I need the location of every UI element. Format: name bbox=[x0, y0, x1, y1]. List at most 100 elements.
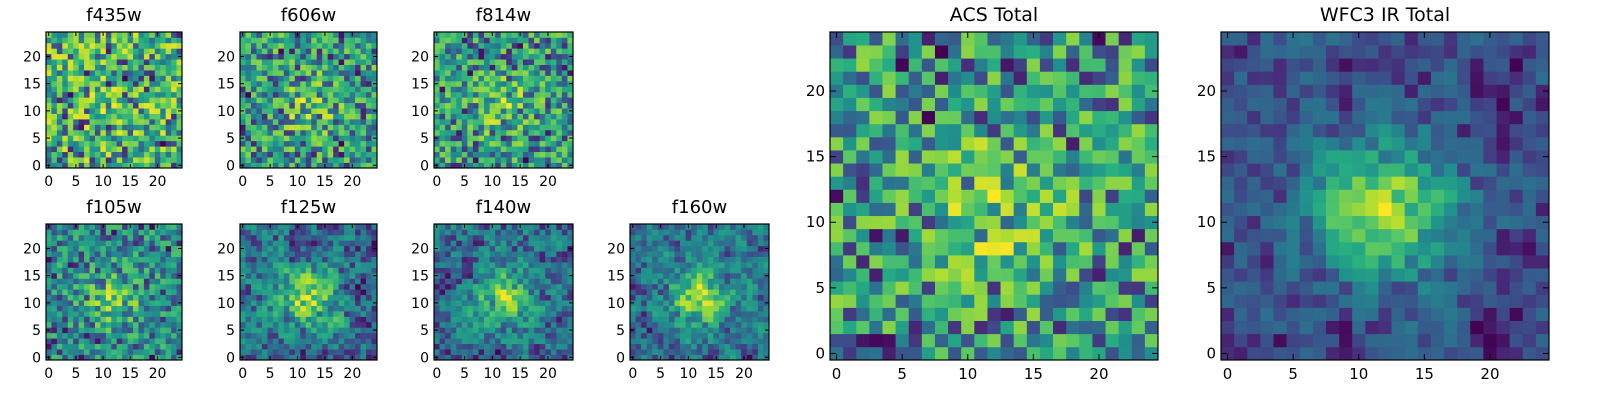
heatmap-cell bbox=[138, 129, 145, 136]
heatmap-cell bbox=[550, 262, 557, 268]
heatmap-cell bbox=[528, 157, 535, 163]
heatmap-cell bbox=[974, 176, 988, 190]
heatmap-cell bbox=[550, 129, 557, 136]
heatmap-cell bbox=[111, 108, 118, 114]
heatmap-cell bbox=[176, 102, 183, 109]
heatmap-cell bbox=[495, 321, 502, 328]
heatmap-cell bbox=[165, 80, 172, 87]
heatmap-cell bbox=[1066, 294, 1080, 308]
heatmap-cell bbox=[517, 157, 524, 163]
heatmap-cell bbox=[974, 255, 988, 269]
heatmap-cell bbox=[78, 80, 85, 87]
heatmap-cell bbox=[165, 97, 172, 104]
heatmap-cell bbox=[478, 224, 485, 230]
heatmap-cell bbox=[680, 354, 686, 361]
heatmap-cell bbox=[294, 70, 301, 76]
heatmap-cell bbox=[561, 256, 568, 263]
heatmap-cell bbox=[267, 48, 274, 55]
heatmap-cell bbox=[256, 343, 263, 350]
heatmap-cell bbox=[556, 162, 563, 169]
heatmap-cell bbox=[278, 64, 285, 71]
heatmap-cell bbox=[539, 283, 546, 290]
heatmap-cell bbox=[51, 267, 58, 274]
heatmap-cell bbox=[171, 162, 177, 169]
heatmap-cell bbox=[316, 157, 323, 163]
heatmap-cell bbox=[763, 294, 770, 301]
heatmap-cell bbox=[696, 262, 703, 268]
heatmap-cell bbox=[250, 311, 257, 317]
heatmap-cell bbox=[154, 305, 161, 312]
heatmap-cell bbox=[311, 124, 318, 131]
heatmap-cell bbox=[78, 272, 85, 279]
heatmap-cell bbox=[702, 311, 709, 317]
heatmap-cell bbox=[461, 37, 468, 44]
heatmap-cell bbox=[176, 97, 183, 104]
heatmap-cell bbox=[366, 343, 372, 350]
heatmap-cell bbox=[240, 48, 246, 55]
heatmap-cell bbox=[133, 272, 139, 279]
heatmap-cell bbox=[67, 327, 74, 334]
heatmap-cell bbox=[456, 305, 463, 312]
heatmap-cell bbox=[133, 80, 139, 87]
heatmap-cell bbox=[349, 300, 356, 306]
heatmap-cell bbox=[674, 272, 681, 279]
heatmap-cell bbox=[360, 91, 367, 98]
heatmap-cell bbox=[250, 240, 257, 247]
heatmap-cell bbox=[240, 251, 246, 257]
heatmap-cell bbox=[869, 281, 883, 295]
heatmap-cell bbox=[111, 157, 118, 163]
heatmap-cell bbox=[528, 102, 535, 109]
heatmap-cell bbox=[283, 354, 290, 361]
heatmap-cell bbox=[1039, 176, 1054, 190]
heatmap-cell bbox=[267, 343, 274, 350]
heatmap-cell bbox=[495, 224, 502, 230]
heatmap-cell bbox=[635, 332, 642, 339]
heatmap-cell bbox=[539, 311, 546, 317]
heatmap-cell bbox=[160, 157, 167, 163]
heatmap-cell bbox=[316, 343, 323, 350]
heatmap-cell bbox=[467, 140, 474, 147]
heatmap-cell bbox=[78, 305, 85, 312]
heatmap-cell bbox=[94, 102, 101, 109]
heatmap-cell bbox=[111, 64, 118, 71]
heatmap-cell bbox=[344, 300, 350, 306]
heatmap-cell bbox=[489, 327, 496, 334]
heatmap-cell bbox=[511, 283, 518, 290]
heatmap-cell bbox=[461, 321, 468, 328]
heatmap-cell bbox=[89, 327, 96, 334]
heatmap-cell bbox=[355, 316, 361, 323]
heatmap-cell bbox=[657, 289, 664, 296]
heatmap-cell bbox=[456, 32, 463, 38]
heatmap-cell bbox=[522, 245, 529, 252]
heatmap-cell bbox=[500, 42, 507, 49]
heatmap-cell bbox=[456, 316, 463, 323]
x-tick-label: 15 bbox=[121, 366, 139, 382]
heatmap-cell bbox=[171, 262, 177, 268]
heatmap-cell bbox=[154, 283, 161, 290]
heatmap-cell bbox=[149, 311, 156, 317]
heatmap-cell bbox=[961, 189, 975, 203]
heatmap-cell bbox=[149, 140, 156, 147]
heatmap-cell bbox=[261, 327, 268, 334]
heatmap-cell bbox=[539, 256, 546, 263]
heatmap-cell bbox=[176, 343, 183, 350]
heatmap-cell bbox=[62, 262, 69, 268]
heatmap-cell bbox=[366, 327, 372, 334]
heatmap-cell bbox=[143, 59, 150, 65]
heatmap-cell bbox=[289, 129, 296, 136]
heatmap-cell bbox=[100, 327, 107, 334]
heatmap-cell bbox=[127, 294, 134, 301]
heatmap-cell bbox=[467, 251, 474, 257]
heatmap-cell bbox=[105, 262, 112, 268]
heatmap-cell bbox=[921, 333, 936, 348]
heatmap-cell bbox=[338, 256, 345, 263]
heatmap-cell bbox=[674, 283, 681, 290]
heatmap-cell bbox=[478, 80, 485, 87]
heatmap-cell bbox=[349, 294, 356, 301]
heatmap-cell bbox=[974, 215, 988, 230]
heatmap-cell bbox=[371, 283, 378, 290]
heatmap-cell bbox=[495, 32, 502, 38]
heatmap-cell bbox=[256, 300, 263, 306]
heatmap-cell bbox=[160, 113, 167, 120]
heatmap-cell bbox=[127, 119, 134, 125]
